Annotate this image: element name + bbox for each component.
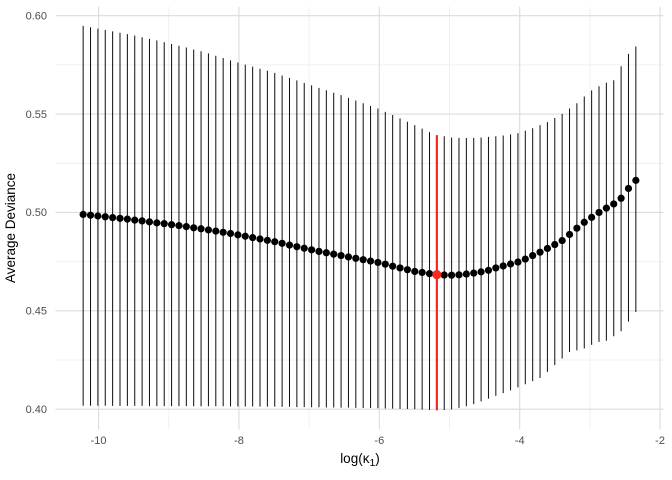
- data-point: [565, 230, 574, 239]
- data-point: [123, 215, 131, 223]
- data-point: [418, 268, 426, 277]
- data-point: [160, 220, 168, 228]
- x-tick-label: -8: [234, 435, 244, 447]
- x-axis-title-sub: 1: [369, 457, 375, 469]
- data-point: [624, 184, 633, 193]
- y-tick-label: 0.55: [26, 109, 47, 121]
- y-tick-label: 0.40: [26, 404, 47, 416]
- data-point: [602, 204, 610, 212]
- data-point: [521, 255, 529, 263]
- data-point: [514, 258, 522, 266]
- data-point: [610, 200, 618, 208]
- data-point: [131, 216, 139, 224]
- errorbar-series: [82, 25, 637, 411]
- y-axis-title: Average Deviance: [3, 173, 18, 283]
- data-point: [101, 213, 109, 221]
- grid-major-lines: [55, 6, 664, 430]
- data-point: [204, 226, 213, 234]
- data-point: [352, 254, 360, 262]
- data-point: [271, 238, 279, 246]
- data-point: [484, 266, 493, 274]
- x-tick-label: -10: [91, 435, 107, 447]
- data-point: [344, 253, 353, 261]
- data-point: [300, 244, 308, 252]
- data-point: [94, 212, 102, 220]
- data-point: [374, 258, 382, 267]
- data-point: [580, 218, 588, 226]
- x-axis-title: log(κ1): [340, 451, 380, 469]
- y-tick-label: 0.45: [26, 306, 47, 318]
- data-point: [138, 217, 146, 225]
- data-point: [359, 256, 367, 264]
- data-point: [109, 213, 117, 222]
- data-point: [219, 228, 227, 236]
- data-point: [226, 229, 235, 238]
- data-point: [315, 247, 323, 256]
- data-point: [241, 232, 249, 240]
- data-point: [366, 257, 375, 265]
- data-point: [617, 194, 625, 202]
- x-axis-title-post: ): [375, 451, 380, 466]
- data-point: [455, 271, 463, 279]
- data-point: [182, 223, 190, 231]
- grid-minor-lines: [55, 6, 664, 430]
- data-point: [462, 270, 470, 278]
- data-point: [79, 210, 87, 219]
- data-point: [337, 251, 345, 260]
- data-point: [588, 213, 596, 221]
- x-tick-label: -6: [374, 435, 384, 447]
- data-point: [307, 246, 316, 254]
- data-point: [86, 211, 95, 219]
- data-point: [573, 224, 581, 232]
- data-point: [293, 243, 301, 251]
- data-point: [551, 240, 559, 249]
- data-point: [249, 234, 257, 242]
- data-point: [543, 244, 552, 253]
- selected-data-point: [432, 270, 442, 280]
- x-tick-label: -2: [655, 435, 665, 447]
- data-point: [381, 260, 389, 268]
- data-point: [529, 251, 537, 260]
- data-point: [145, 218, 154, 226]
- data-point: [167, 221, 176, 229]
- data-point: [595, 208, 603, 217]
- data-point: [506, 260, 515, 268]
- data-point: [411, 267, 419, 276]
- data-point: [403, 266, 412, 274]
- data-point: [322, 249, 330, 257]
- data-point: [492, 264, 500, 272]
- data-point: [330, 250, 338, 258]
- data-point: [116, 214, 124, 222]
- data-point: [212, 227, 220, 235]
- data-point: [190, 224, 198, 232]
- data-point: [396, 264, 404, 272]
- y-tick-label: 0.60: [26, 10, 47, 22]
- data-point: [256, 235, 264, 243]
- data-point: [470, 269, 478, 277]
- data-point: [499, 262, 507, 270]
- data-point: [389, 262, 397, 270]
- data-point: [175, 222, 183, 230]
- data-point: [285, 241, 294, 249]
- point-series: [79, 176, 640, 280]
- data-point: [477, 268, 485, 276]
- data-point: [632, 176, 640, 184]
- x-axis-title-pre: log(κ: [340, 451, 370, 466]
- data-point: [153, 219, 161, 227]
- data-point: [234, 231, 242, 239]
- data-point: [197, 225, 205, 233]
- y-tick-label: 0.50: [26, 207, 47, 219]
- data-point: [558, 236, 566, 245]
- data-point: [440, 271, 448, 279]
- data-point: [425, 270, 434, 278]
- x-tick-label: -4: [515, 435, 525, 447]
- data-point: [278, 239, 286, 247]
- data-point: [263, 236, 271, 244]
- data-point: [536, 248, 544, 256]
- axis-tick-labels: -10 -8 -6 -4 -2 0.40 0.45 0.50 0.55 0.60: [26, 10, 665, 447]
- data-point: [448, 271, 456, 279]
